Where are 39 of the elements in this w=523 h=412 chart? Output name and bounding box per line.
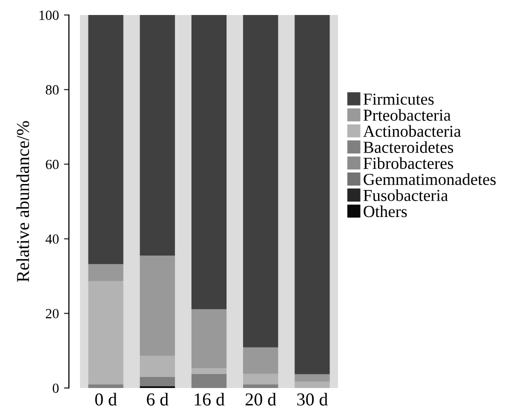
bar <box>191 309 227 368</box>
bar <box>88 384 124 388</box>
x-tick-label: 0 d <box>95 392 117 406</box>
bar <box>88 280 124 384</box>
bar <box>294 382 330 388</box>
y-tick-label: 100 <box>40 10 59 20</box>
x-tick-label: 16 d <box>194 392 225 406</box>
legend-label: Fusobacteria <box>363 189 448 202</box>
legend-label: Bacteroidetes <box>363 141 454 153</box>
y-tick-label: 20 <box>46 308 59 318</box>
bar <box>243 374 278 384</box>
bar <box>294 15 330 374</box>
legend-label: Firmicutes <box>363 94 434 105</box>
bar <box>191 15 227 310</box>
bar <box>243 384 278 388</box>
bar <box>140 256 175 356</box>
bar <box>191 368 227 374</box>
bar <box>140 15 175 256</box>
y-tick-label: 60 <box>46 160 59 170</box>
legend-label: Fibrobacteres <box>363 157 454 169</box>
y-tick-label: 0 <box>52 384 59 393</box>
y-tick-label: 40 <box>46 234 59 244</box>
y-tick-label: 80 <box>46 85 59 95</box>
x-tick-label: 20 d <box>246 392 276 406</box>
legend-label: Prteobacteria <box>363 109 451 121</box>
bar <box>140 376 175 386</box>
legend-label: Gemmatimonadetes <box>364 173 496 186</box>
y-axis-title: Relative abundance/% <box>16 121 30 282</box>
bar <box>88 15 124 264</box>
x-tick-label: 6 d <box>146 392 168 406</box>
bar <box>243 15 278 348</box>
x-tick-label: 30 d <box>297 392 328 406</box>
bar <box>88 264 124 281</box>
bar <box>140 356 175 377</box>
bar <box>191 374 227 388</box>
bar <box>243 347 278 374</box>
bar <box>294 374 330 382</box>
legend-label: Actinobacteria <box>363 125 461 137</box>
legend-label: Others <box>364 205 407 218</box>
